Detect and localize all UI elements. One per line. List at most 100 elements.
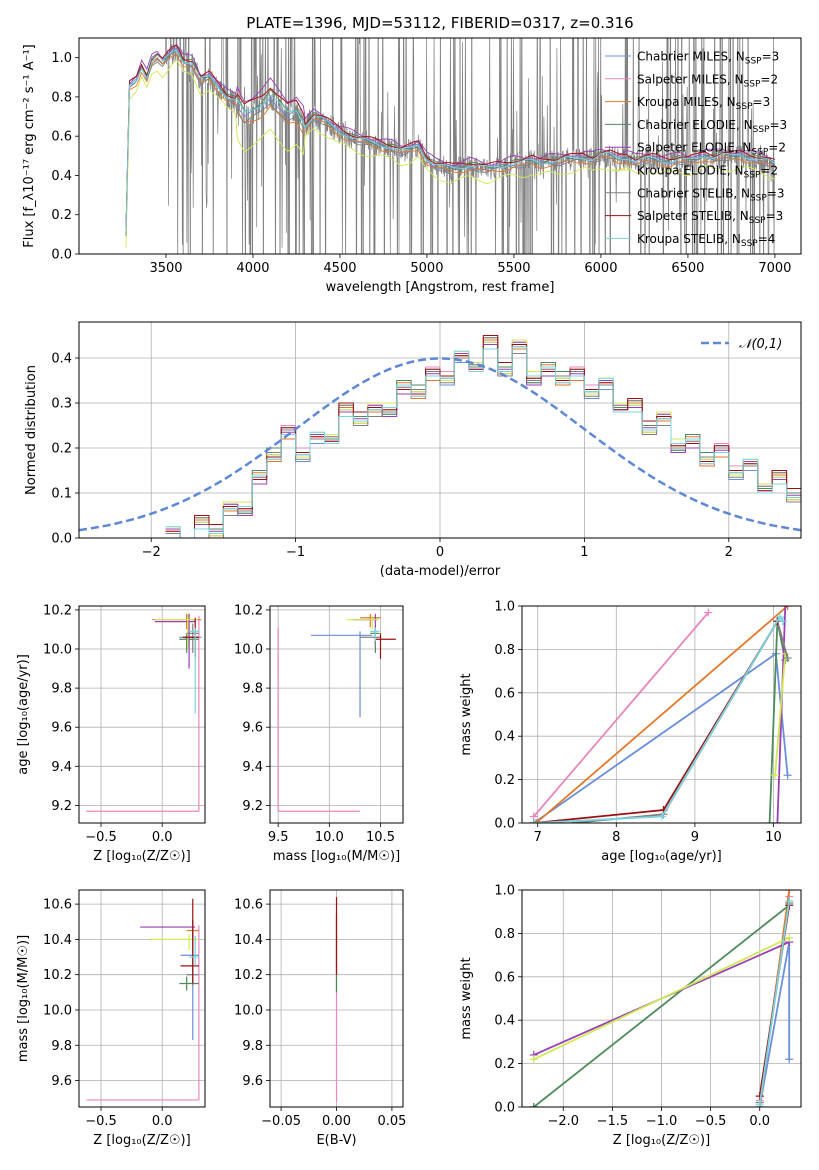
y-tick-label: 10.2 bbox=[234, 968, 263, 983]
plot-area bbox=[86, 898, 200, 1101]
weight-line-kroupa-miles bbox=[535, 606, 789, 823]
y-tick-label: 9.8 bbox=[242, 682, 263, 697]
y-tick-label: 0.6 bbox=[494, 970, 515, 985]
z-mass-panel: −0.5 0.0 9.6 9.8 10.0 10.2 10.4 10.6 Z [log₁₀(Z/… bbox=[16, 889, 206, 1148]
y-tick-label: 9.6 bbox=[51, 721, 72, 736]
x-tick-label: 0 bbox=[436, 545, 444, 560]
y-tick-label: 0.0 bbox=[51, 248, 72, 263]
x-tick-label: 6500 bbox=[671, 261, 704, 276]
y-tick-label: 0.3 bbox=[51, 397, 72, 412]
x-tick-label: 0.05 bbox=[377, 1114, 406, 1129]
legend-label: Chabrier STELIB, NSSP=3 bbox=[637, 186, 785, 203]
x-tick-label: −0.5 bbox=[85, 1114, 117, 1129]
axes-frame bbox=[78, 37, 802, 255]
y-tick-label: 0.4 bbox=[51, 352, 72, 367]
y-tick-label: 9.8 bbox=[51, 682, 72, 697]
y-tick-label: 0.6 bbox=[494, 686, 515, 701]
x-tick-label: 7 bbox=[534, 830, 542, 845]
grid bbox=[79, 890, 205, 1107]
y-tick-label: 0.4 bbox=[51, 169, 72, 184]
x-tick-label: −2 bbox=[142, 545, 161, 560]
x-axis-label: Z [log₁₀(Z/Z☉)] bbox=[93, 1133, 190, 1148]
y-tick-label: 1.0 bbox=[51, 51, 72, 66]
model-line-salpeter-stelib bbox=[125, 44, 776, 229]
y-tick-label: 10.6 bbox=[43, 898, 72, 913]
y-tick-label: 0.6 bbox=[51, 130, 72, 145]
y-tick-label: 0.2 bbox=[494, 773, 515, 788]
y-tick-label: 9.6 bbox=[242, 721, 263, 736]
y-axis-label: Normed distribution bbox=[24, 365, 39, 495]
axes-frame bbox=[521, 605, 802, 824]
weight-point-kroupa-elodie bbox=[529, 1055, 538, 1064]
x-tick-label: 0.0 bbox=[152, 1114, 173, 1129]
spectrum-panel: 3500 4000 4500 5000 5500 6000 6500 7000 0.0 0.2 0.… bbox=[22, 37, 802, 295]
y-tick-label: 0.8 bbox=[494, 927, 515, 942]
histogram-salpeter-elodie bbox=[165, 341, 801, 538]
x-tick-label: −1.0 bbox=[646, 1114, 678, 1129]
weight-point-salpeter-miles bbox=[704, 608, 713, 617]
weight-point-chabrier-stelib bbox=[783, 654, 792, 663]
age-weight-panel: 7 8 9 10 0.0 0.2 0.4 0.6 0.8 1.0 age [log₁₀(age/yr… bbox=[459, 600, 802, 864]
x-tick-label: −0.5 bbox=[695, 1114, 727, 1129]
weight-point-kroupa-miles bbox=[532, 819, 541, 823]
histogram-kroupa-stelib bbox=[165, 346, 801, 538]
z-weight-panel: −2.0 −1.5 −1.0 −0.5 0.0 0.0 0.2 0.4 0.6 0.8 1.0 Z [… bbox=[459, 884, 802, 1148]
weight-line-kroupa-elodie bbox=[774, 653, 787, 776]
model-line-kroupa-stelib bbox=[125, 49, 776, 232]
observed-spectrum-line bbox=[125, 38, 776, 254]
legend-label: Salpeter STELIB, NSSP=3 bbox=[637, 209, 783, 226]
legend-label: Kroupa ELODIE, NSSP=2 bbox=[637, 164, 778, 181]
weight-point-kroupa-stelib bbox=[529, 819, 538, 823]
x-axis-label: (data-model)/error bbox=[380, 564, 501, 579]
weight-line-kroupa-elodie bbox=[533, 936, 790, 1061]
y-tick-label: 10.6 bbox=[234, 898, 263, 913]
y-tick-label: 0.0 bbox=[51, 532, 72, 547]
weight-line-kroupa-stelib bbox=[533, 615, 784, 823]
y-tick-label: 10.4 bbox=[43, 933, 72, 948]
x-tick-label: 5500 bbox=[497, 261, 530, 276]
legend-label: Chabrier ELODIE, NSSP=3 bbox=[637, 118, 787, 135]
axes-frame bbox=[269, 889, 404, 1108]
y-tick-label: 10.2 bbox=[43, 603, 72, 618]
weight-point-kroupa-stelib bbox=[755, 1100, 764, 1107]
grid bbox=[270, 606, 403, 823]
plot-area bbox=[529, 890, 794, 1107]
y-tick-label: 10.0 bbox=[234, 643, 263, 658]
weight-point-chabrier-miles bbox=[785, 1055, 794, 1064]
y-tick-label: 10.0 bbox=[234, 1003, 263, 1018]
y-tick-label: 9.4 bbox=[51, 760, 72, 775]
axes-frame bbox=[78, 605, 206, 824]
y-tick-label: 0.2 bbox=[51, 442, 72, 457]
weight-point-kroupa-miles bbox=[783, 606, 792, 610]
model-line-salpeter-elodie bbox=[125, 43, 776, 231]
weight-point-kroupa-elodie bbox=[771, 771, 780, 780]
y-tick-label: 10.0 bbox=[43, 1003, 72, 1018]
z-age-panel: −0.5 0.0 9.2 9.4 9.6 9.8 10.0 10.2 Z [log₁₀(Z/Z☉… bbox=[16, 603, 206, 864]
y-tick-label: 10.0 bbox=[43, 643, 72, 658]
x-tick-label: −1 bbox=[286, 545, 305, 560]
histogram-chabrier-stelib bbox=[165, 337, 801, 538]
y-tick-label: 0.4 bbox=[494, 1014, 515, 1029]
weight-line-chabrier-miles bbox=[758, 941, 791, 1107]
plot-area bbox=[86, 613, 202, 812]
y-tick-label: 10.2 bbox=[43, 968, 72, 983]
axes-frame bbox=[78, 889, 206, 1108]
grid bbox=[79, 322, 801, 539]
x-tick-label: 6000 bbox=[584, 261, 617, 276]
x-tick-label: 4500 bbox=[323, 261, 356, 276]
x-tick-label: 0.00 bbox=[322, 1114, 351, 1129]
histogram-chabrier-elodie bbox=[165, 337, 801, 538]
axes-frame bbox=[521, 889, 802, 1108]
x-tick-label: 7000 bbox=[758, 261, 791, 276]
x-axis-label: Z [log₁₀(Z/Z☉)] bbox=[93, 849, 190, 864]
y-axis-label: mass weight bbox=[459, 673, 474, 755]
weight-point-kroupa-stelib bbox=[778, 617, 787, 626]
weight-point-chabrier-elodie bbox=[529, 1103, 538, 1107]
weight-point-chabrier-miles bbox=[783, 771, 792, 780]
x-tick-label: −0.5 bbox=[85, 830, 117, 845]
x-tick-label: 10.5 bbox=[366, 830, 395, 845]
x-axis-label: Z [log₁₀(Z/Z☉)] bbox=[613, 1133, 710, 1148]
grid bbox=[79, 606, 205, 823]
x-tick-label: 3500 bbox=[149, 261, 182, 276]
